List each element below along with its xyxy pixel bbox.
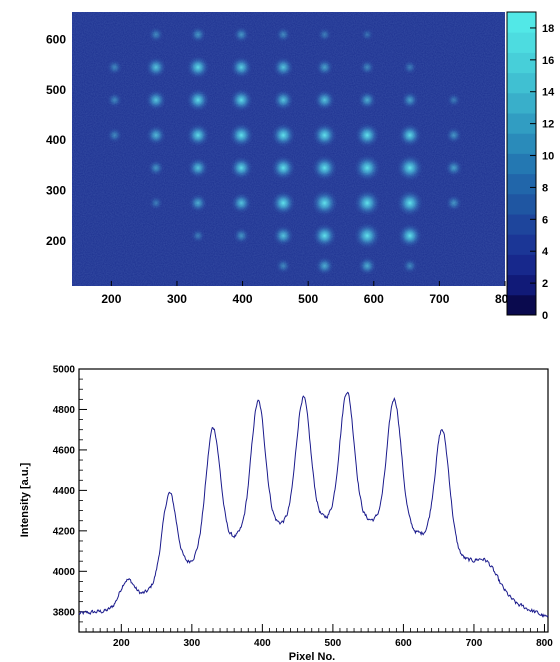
line-y-tick-label: 4600 <box>53 445 76 456</box>
colorbar-tick-label: 6 <box>542 214 548 226</box>
heatmap-y-ticks: 200 300 400 500 600 <box>46 33 66 248</box>
colorbar-tick-label: 12 <box>542 119 554 131</box>
heatmap-x-tick-label: 400 <box>233 292 253 306</box>
colorbar-cell <box>507 234 536 255</box>
colorbar-cell <box>507 52 536 74</box>
line-x-tick-label: 700 <box>466 638 483 649</box>
colorbar-tick-label: 0 <box>542 310 548 322</box>
line-y-ticks: 3800 4000 4200 4400 4600 4800 5000 <box>53 365 87 623</box>
line-y-tick-label: 4200 <box>53 526 76 537</box>
colorbar-cell <box>507 254 536 276</box>
line-y-tick-label: 4800 <box>53 405 76 416</box>
colorbar-tick-label: 10 <box>542 151 554 163</box>
line-plot-frame <box>78 368 549 633</box>
heatmap-y-tick-label: 400 <box>46 133 66 147</box>
heatmap-y-tick-label: 600 <box>46 33 66 47</box>
colorbar-tick-label: 4 <box>542 246 549 258</box>
colorbar-cell <box>507 193 536 215</box>
heatmap-x-tick-label: 500 <box>298 292 318 306</box>
colorbar-cells <box>507 12 536 316</box>
colorbar-tick-label: 16 <box>542 55 554 67</box>
colorbar-cell <box>507 92 536 114</box>
colorbar-ticks: 0 2 4 6 8 10 12 14 16 18 <box>530 23 555 322</box>
line-x-tick-label: 200 <box>113 638 130 649</box>
colorbar-tick-label: 18 <box>542 23 554 35</box>
colorbar-tick-label: 8 <box>542 182 548 194</box>
line-y-tick-label: 4400 <box>53 486 76 497</box>
line-x-tick-label: 600 <box>395 638 412 649</box>
colorbar-cell <box>507 294 536 316</box>
colorbar-cell <box>507 173 536 195</box>
colorbar: 0 2 4 6 8 10 12 14 16 18 <box>506 11 555 322</box>
colorbar-cell <box>507 32 536 53</box>
line-x-tick-label: 800 <box>536 638 553 649</box>
colorbar-frame <box>506 11 537 316</box>
colorbar-cell <box>507 153 536 175</box>
line-x-ticks: 200 300 400 500 600 700 800 <box>85 624 553 649</box>
line-x-tick-label: 300 <box>183 638 200 649</box>
line-panel: 200 300 400 500 600 700 800 3800 4000 4200 4400 46… <box>19 365 553 662</box>
heatmap-y-tick-label: 200 <box>46 234 66 248</box>
line-x-tick-label: 400 <box>254 638 271 649</box>
colorbar-cell <box>507 214 536 235</box>
heatmap-grain <box>72 12 505 286</box>
heatmap-y-tick-label: 500 <box>46 83 66 97</box>
colorbar-tick-label: 14 <box>542 87 555 99</box>
heatmap-x-tick-label: 600 <box>364 292 384 306</box>
colorbar-tick-label: 2 <box>542 278 548 290</box>
colorbar-cell <box>507 12 536 33</box>
colorbar-cell <box>507 113 536 134</box>
x-axis-label: Pixel No. <box>289 651 335 662</box>
heatmap-y-tick-label: 300 <box>46 183 66 197</box>
heatmap-x-tick-label: 300 <box>167 292 187 306</box>
intensity-series-line <box>78 391 549 618</box>
colorbar-cell <box>507 274 536 296</box>
line-y-tick-label: 5000 <box>53 365 76 376</box>
line-y-tick-label: 3800 <box>53 607 76 618</box>
heatmap-x-tick-label: 700 <box>429 292 449 306</box>
y-axis-label: Intensity [a.u.] <box>19 462 31 537</box>
heatmap-x-tick-label: 200 <box>101 292 121 306</box>
line-x-tick-label: 500 <box>325 638 342 649</box>
colorbar-cell <box>507 133 536 154</box>
heatmap-x-ticks: 200 300 400 500 600 700 800 <box>101 281 515 306</box>
colorbar-cell <box>507 72 536 94</box>
line-y-tick-label: 4000 <box>53 567 76 578</box>
